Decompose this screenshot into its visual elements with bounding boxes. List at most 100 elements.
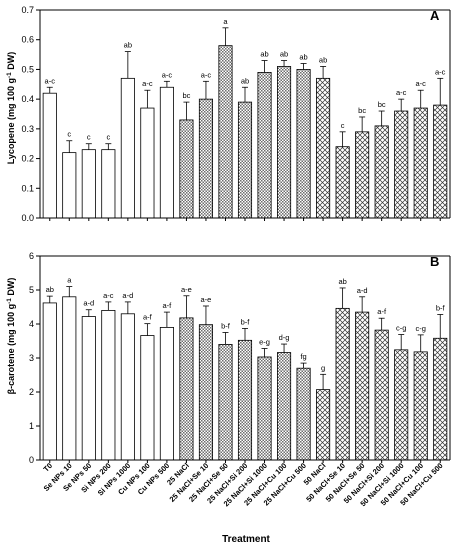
bar — [62, 152, 77, 219]
bar — [198, 324, 213, 461]
bar — [179, 119, 194, 219]
significance-label: d-g — [279, 333, 290, 342]
y-tick-label: 0 — [29, 455, 34, 465]
bar — [374, 329, 389, 461]
x-axis-label: Treatment — [222, 534, 270, 545]
significance-label: a-f — [377, 307, 387, 316]
significance-label: ab — [338, 277, 346, 286]
significance-label: a-c — [103, 291, 114, 300]
significance-label: c — [67, 130, 71, 139]
significance-label: a-c — [45, 76, 56, 85]
bar — [277, 352, 292, 461]
panel-a-letter: A — [430, 8, 440, 23]
significance-label: a — [223, 17, 228, 26]
y-tick-label: 0.3 — [21, 124, 34, 134]
bar — [120, 77, 135, 219]
lycopene-axes: 0.0 0.1 0.2 0.3 0.4 0.5 0.6 0.7 — [21, 5, 451, 223]
significance-label: a-c — [201, 70, 212, 79]
y-tick-label: 0.6 — [21, 35, 34, 45]
y-tick-label: 3 — [29, 353, 34, 363]
bar — [296, 367, 311, 461]
significance-label: a-c — [416, 79, 427, 88]
y-tick-label: 0.7 — [21, 5, 34, 15]
y-tick-label: 1 — [29, 421, 34, 431]
bar — [120, 313, 135, 461]
bar — [316, 77, 331, 219]
bar — [413, 107, 428, 219]
significance-label: b-f — [436, 303, 446, 312]
bar — [316, 389, 331, 461]
bar — [179, 317, 194, 461]
bar — [394, 349, 409, 461]
y-tick-label: 0.4 — [21, 94, 34, 104]
bar — [101, 149, 116, 219]
significance-label: a-e — [181, 285, 192, 294]
significance-label: c — [106, 133, 110, 142]
bar — [355, 311, 370, 461]
significance-label: c — [87, 133, 91, 142]
bar — [62, 296, 77, 461]
significance-label: c-g — [396, 324, 406, 333]
significance-label: ab — [46, 285, 54, 294]
significance-label: a-e — [201, 295, 212, 304]
bar — [413, 351, 428, 461]
significance-label: fg — [300, 352, 306, 361]
beta-carotene-bars: ab a a-d a-c a-d a-f a-f a-e a-e b-f b-f e-g d-g fg g a… — [42, 276, 448, 461]
bar — [42, 92, 57, 219]
significance-label: a-f — [143, 313, 153, 322]
significance-label: ab — [319, 55, 327, 64]
x-category-label: T0 — [42, 461, 55, 474]
bar — [81, 316, 96, 461]
bar — [218, 343, 233, 461]
y-tick-label: 6 — [29, 251, 34, 261]
bar — [355, 131, 370, 219]
significance-label: ab — [124, 41, 132, 50]
significance-label: ab — [260, 50, 268, 59]
significance-label: b-f — [221, 322, 231, 331]
y-tick-label: 0.5 — [21, 64, 34, 74]
bar — [277, 66, 292, 219]
significance-label: a-c — [162, 70, 173, 79]
bar — [237, 339, 253, 461]
bar — [374, 125, 389, 219]
bar — [433, 337, 448, 461]
bar — [140, 107, 155, 219]
y-tick-label: 0.2 — [21, 154, 34, 164]
significance-label: a-c — [435, 67, 446, 76]
lycopene-y-axis-label: Lycopene (mg 100 g-1 DW) — [6, 52, 17, 164]
bar — [335, 307, 350, 461]
bar — [159, 326, 174, 461]
significance-label: bc — [182, 91, 190, 100]
beta-carotene-panel: ab a a-d a-c a-d a-f a-f a-e a-e b-f b-f e-g d-g fg g a… — [6, 251, 451, 465]
bar — [394, 110, 409, 219]
bar — [159, 86, 174, 219]
significance-label: b-f — [241, 317, 251, 326]
significance-label: c — [341, 121, 345, 130]
y-tick-label: 0.1 — [21, 183, 34, 193]
significance-label: ab — [299, 52, 307, 61]
bar — [433, 104, 448, 219]
significance-label: a-d — [83, 299, 94, 308]
lycopene-bars: a-c c c c ab a-c a-c bc a-c a ab ab ab ab ab c bc bc a-c a-… — [42, 17, 448, 219]
y-tick-label: 0.0 — [21, 213, 34, 223]
significance-label: a-d — [357, 286, 368, 295]
bar — [257, 72, 272, 219]
significance-label: a — [67, 276, 72, 285]
significance-label: bc — [358, 106, 366, 115]
significance-label: e-g — [259, 337, 270, 346]
significance-label: a-d — [122, 291, 133, 300]
y-tick-label: 5 — [29, 285, 34, 295]
bar — [140, 335, 155, 461]
significance-label: ab — [280, 50, 288, 59]
y-tick-label: 2 — [29, 387, 34, 397]
bar — [335, 146, 350, 219]
bar — [101, 309, 116, 461]
bar — [42, 302, 57, 461]
bar — [237, 101, 253, 219]
significance-label: c-g — [416, 324, 426, 333]
beta-carotene-y-axis-label: β-carotene (mg 100 g-1 DW) — [6, 278, 17, 395]
bar — [198, 98, 213, 219]
y-tick-label: 4 — [29, 319, 34, 329]
beta-carotene-axes: 0 1 2 3 4 5 6 — [29, 251, 451, 465]
